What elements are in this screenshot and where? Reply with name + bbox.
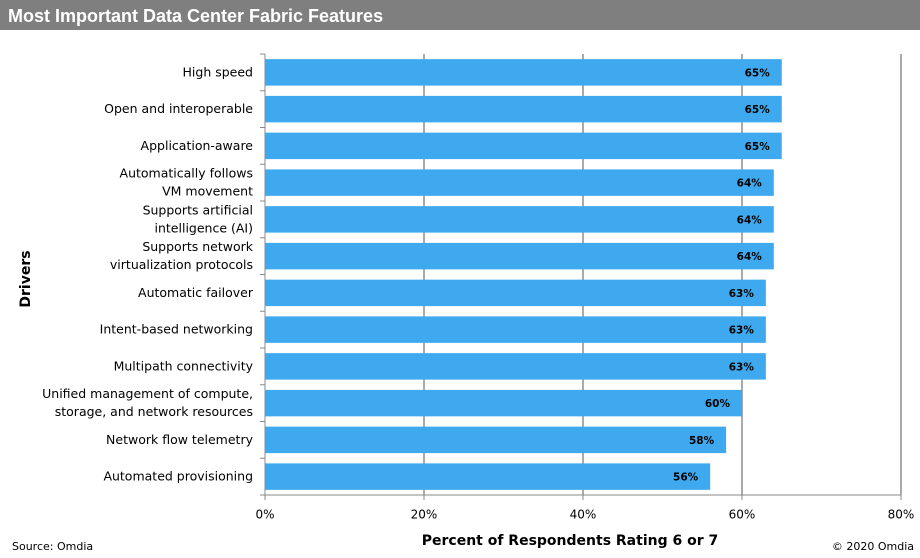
value-label: 60% [705, 398, 731, 410]
y-tick-label: Intent-based networking [100, 321, 253, 336]
y-tick-label: Unified management of compute, storage, a… [42, 386, 253, 419]
value-label: 63% [729, 361, 755, 373]
x-tick-label: 20% [411, 508, 438, 522]
value-label: 64% [737, 178, 763, 190]
y-tick-label: Supports network virtualization protocols [110, 239, 254, 272]
value-label: 58% [689, 435, 715, 447]
bar [265, 206, 774, 233]
chart-title: Most Important Data Center Fabric Featur… [8, 6, 383, 26]
x-axis-label: Percent of Respondents Rating 6 or 7 [422, 533, 719, 549]
value-label: 56% [673, 472, 699, 484]
title-bar [0, 0, 920, 30]
value-label: 64% [737, 251, 763, 263]
y-tick-label: High speed [183, 64, 253, 79]
bar [265, 169, 774, 196]
bar [265, 132, 782, 160]
bar [265, 389, 742, 417]
bar [265, 426, 727, 454]
x-tick-label: 40% [570, 508, 597, 522]
y-tick-label: Multipath connectivity [114, 358, 254, 373]
y-tick-label: Network flow telemetry [106, 431, 254, 446]
bar [265, 316, 766, 343]
y-tick-label: Application-aware [141, 137, 254, 152]
y-tick-label: Supports artificial intelligence (AI) [143, 202, 253, 235]
y-tick-label: Automatically follows VM movement [120, 165, 254, 198]
value-label: 65% [745, 67, 771, 79]
source: Source: Omdia [12, 540, 93, 553]
y-axis-label: Drivers [18, 250, 34, 307]
y-tick-label: Automated provisioning [103, 468, 253, 483]
bar [265, 279, 766, 307]
value-label: 65% [745, 141, 771, 153]
value-label: 63% [729, 325, 755, 337]
y-tick-label: Automatic failover [138, 284, 254, 299]
x-tick-label: 60% [729, 508, 756, 522]
value-label: 63% [729, 288, 755, 300]
x-tick-label: 80% [888, 508, 915, 522]
bar [265, 95, 782, 123]
bar [265, 353, 766, 380]
bar [265, 59, 782, 86]
y-tick-label: Open and interoperable [104, 101, 253, 116]
bar [265, 463, 711, 490]
value-label: 64% [737, 214, 763, 226]
value-label: 65% [745, 104, 771, 116]
copyright: © 2020 Omdia [832, 540, 914, 553]
x-tick-label: 0% [255, 508, 274, 522]
bar [265, 242, 774, 270]
